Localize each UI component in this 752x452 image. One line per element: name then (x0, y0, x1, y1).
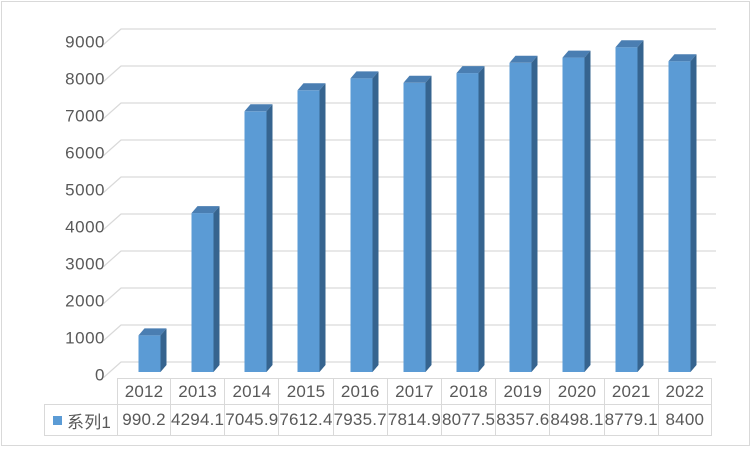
chart-data-table: 2012 2013 2014 2015 2016 2017 2018 2019 2020 2021… (44, 378, 712, 436)
bar-front-face (297, 90, 320, 373)
bar-2018[interactable] (456, 66, 485, 372)
value-cell-2019: 8357.6 (495, 404, 551, 436)
bar-2020[interactable] (562, 50, 591, 372)
category-label-2022: 2022 (657, 378, 712, 405)
bar-side-face (690, 54, 697, 372)
bar-side-face (584, 50, 591, 372)
bar-front-face (509, 62, 532, 373)
category-label-2020: 2020 (549, 378, 605, 405)
y-axis-label-8000: 8000 (65, 70, 105, 89)
value-cell-2022: 8400 (657, 404, 712, 436)
gridline-9000 (102, 28, 716, 46)
bar-front-face (191, 213, 214, 372)
y-axis-label-9000: 9000 (65, 33, 105, 52)
category-label-2015: 2015 (278, 378, 334, 405)
value-cell-2015: 7612.4 (278, 404, 334, 436)
value-cell-2021: 8779.1 (603, 404, 659, 436)
bar-2017[interactable] (403, 75, 432, 373)
bar-side-face (213, 206, 220, 372)
legend-marker-icon (53, 415, 62, 425)
category-label-2021: 2021 (603, 378, 659, 405)
category-label-2016: 2016 (332, 378, 388, 405)
series-value-row: 系列1 990.2 4294.1 7045.9 7612.4 7935.7 7814.9 8… (44, 404, 712, 436)
value-cell-2014: 7045.9 (224, 404, 280, 436)
bar-top-face (403, 75, 432, 83)
bar-front-face (456, 73, 479, 372)
bar-front-face (244, 111, 267, 373)
legend-item: 系列1 (44, 404, 118, 436)
category-label-2019: 2019 (495, 378, 551, 405)
bar-2021[interactable] (615, 40, 644, 372)
bar-side-face (160, 328, 167, 372)
category-label-2014: 2014 (224, 378, 280, 405)
bar-side-face (531, 55, 538, 373)
bar-side-face (637, 40, 644, 372)
value-cell-2012: 990.2 (117, 404, 171, 436)
bar-top-face (456, 66, 485, 74)
bar-side-face (319, 83, 326, 373)
bar-top-face (509, 55, 538, 63)
bar-2016[interactable] (350, 71, 379, 373)
y-axis-labels-group: 0 1000 2000 3000 4000 5000 6000 7000 8000 9000 (65, 33, 105, 385)
bar-2022[interactable] (668, 54, 697, 372)
bar-front-face (562, 57, 585, 372)
y-axis-label-3000: 3000 (65, 255, 105, 274)
y-axis-label-6000: 6000 (65, 144, 105, 163)
value-cell-2020: 8498.1 (549, 404, 605, 436)
bar-top-face (138, 328, 167, 336)
bar-top-face (297, 83, 326, 91)
bar-top-face (562, 50, 591, 58)
category-label-2012: 2012 (117, 378, 171, 405)
category-header-row: 2012 2013 2014 2015 2016 2017 2018 2019 2020 2021… (45, 378, 712, 405)
category-label-2013: 2013 (169, 378, 226, 405)
bar-2014[interactable] (244, 104, 273, 373)
bar-2013[interactable] (191, 206, 220, 372)
bar-top-face (244, 104, 273, 112)
value-cell-2017: 7814.9 (386, 404, 443, 436)
y-axis-label-4000: 4000 (65, 218, 105, 237)
bar-front-face (615, 47, 638, 372)
bar-top-face (615, 40, 644, 48)
y-axis-label-0: 0 (95, 366, 105, 385)
legend-series-name: 系列1 (67, 412, 112, 432)
bar-side-face (372, 71, 379, 373)
bar-2012[interactable] (138, 328, 167, 372)
value-cell-2013: 4294.1 (169, 404, 226, 436)
y-axis-label-2000: 2000 (65, 292, 105, 311)
table-corner-cell (45, 379, 118, 405)
bar-front-face (350, 78, 373, 373)
bar-front-face (668, 61, 691, 372)
y-axis-label-7000: 7000 (65, 107, 105, 126)
bar-2015[interactable] (297, 83, 326, 373)
y-axis-label-5000: 5000 (65, 181, 105, 200)
bar-front-face (138, 335, 161, 372)
bar-top-face (191, 206, 220, 214)
bar-top-face (668, 54, 697, 62)
bar-side-face (478, 66, 485, 372)
value-cell-2016: 7935.7 (332, 404, 388, 436)
bar-side-face (425, 75, 432, 373)
y-axis-label-1000: 1000 (65, 329, 105, 348)
bar-top-face (350, 71, 379, 79)
value-cell-2018: 8077.5 (441, 404, 497, 436)
category-label-2017: 2017 (386, 378, 443, 405)
bar-2019[interactable] (509, 55, 538, 373)
category-label-2018: 2018 (441, 378, 497, 405)
bar-front-face (403, 82, 426, 373)
bar-side-face (266, 104, 273, 373)
bars-group (138, 40, 697, 373)
